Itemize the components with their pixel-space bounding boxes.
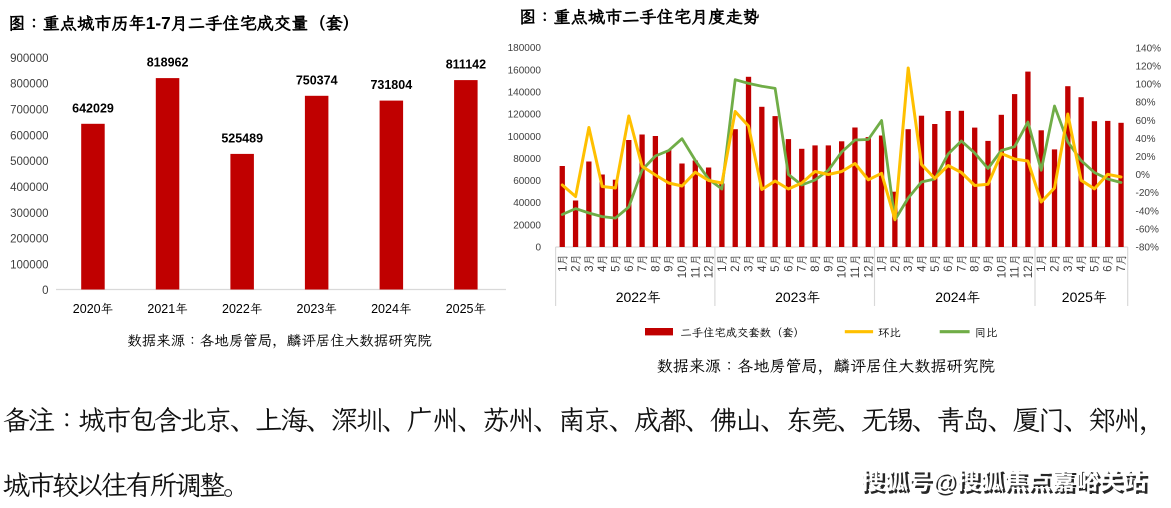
svg-text:2024: 2024 — [371, 302, 399, 316]
svg-text:2: 2 — [1050, 265, 1062, 271]
svg-text:731804: 731804 — [370, 78, 412, 92]
svg-text:5: 5 — [1089, 265, 1101, 271]
svg-text:120%: 120% — [1136, 62, 1162, 73]
svg-text:12: 12 — [863, 266, 875, 279]
svg-text:@: @ — [932, 468, 956, 495]
svg-text:642029: 642029 — [72, 101, 114, 115]
svg-text:3: 3 — [744, 265, 756, 271]
svg-text:9: 9 — [823, 265, 835, 271]
svg-text:9: 9 — [664, 265, 676, 271]
svg-text:1-7: 1-7 — [146, 13, 171, 33]
svg-text:@: @ — [934, 471, 958, 498]
svg-text:6: 6 — [1103, 265, 1115, 271]
svg-text:160000: 160000 — [508, 65, 542, 76]
svg-text:750374: 750374 — [296, 73, 338, 87]
svg-text:6: 6 — [783, 265, 795, 271]
svg-text:1: 1 — [877, 265, 889, 271]
svg-text:300000: 300000 — [10, 208, 48, 220]
svg-text:2023: 2023 — [297, 302, 325, 316]
svg-text:12: 12 — [1023, 266, 1035, 279]
svg-text:8: 8 — [650, 265, 662, 271]
svg-text:700000: 700000 — [10, 105, 48, 117]
svg-text:1: 1 — [557, 265, 569, 271]
svg-text:6: 6 — [624, 265, 636, 271]
svg-text:500000: 500000 — [10, 156, 48, 168]
svg-text:7: 7 — [956, 265, 968, 271]
svg-text:2025: 2025 — [446, 302, 474, 316]
svg-text:5: 5 — [611, 265, 623, 271]
svg-text:8: 8 — [970, 265, 982, 271]
svg-text:3: 3 — [903, 265, 915, 271]
svg-text:9: 9 — [983, 265, 995, 271]
svg-text:80000: 80000 — [513, 154, 541, 165]
svg-text:2021: 2021 — [147, 302, 175, 316]
svg-text:7: 7 — [1116, 265, 1128, 271]
svg-text:10: 10 — [996, 266, 1008, 279]
svg-text:2025: 2025 — [1062, 289, 1093, 305]
svg-text:10: 10 — [677, 266, 689, 279]
svg-text:3: 3 — [584, 265, 596, 271]
svg-text:7: 7 — [637, 265, 649, 271]
svg-text:0: 0 — [42, 285, 48, 297]
svg-text:400000: 400000 — [10, 182, 48, 194]
svg-text:40%: 40% — [1136, 134, 1156, 145]
svg-text:800000: 800000 — [10, 79, 48, 91]
svg-text:200000: 200000 — [10, 234, 48, 246]
svg-text:4: 4 — [1076, 265, 1088, 272]
svg-text:7: 7 — [797, 265, 809, 271]
svg-text:2024: 2024 — [935, 289, 966, 305]
svg-text:1: 1 — [1036, 265, 1048, 271]
svg-text:0%: 0% — [1136, 170, 1151, 181]
svg-text:140000: 140000 — [508, 88, 542, 99]
svg-text:5: 5 — [930, 265, 942, 271]
svg-text:100%: 100% — [1136, 80, 1162, 91]
svg-text:12: 12 — [704, 266, 716, 279]
svg-text:811142: 811142 — [446, 58, 486, 72]
svg-text:2: 2 — [890, 265, 902, 271]
svg-text:20000: 20000 — [513, 220, 541, 231]
svg-text:180000: 180000 — [508, 43, 542, 54]
svg-text:-20%: -20% — [1136, 188, 1159, 199]
svg-text:10: 10 — [837, 266, 849, 279]
svg-text:3: 3 — [1063, 265, 1075, 271]
svg-text:20%: 20% — [1136, 152, 1156, 163]
svg-text:6: 6 — [943, 265, 955, 271]
svg-text:818962: 818962 — [147, 56, 189, 70]
svg-text:2020: 2020 — [73, 302, 101, 316]
svg-text:2022: 2022 — [222, 302, 250, 316]
svg-text:60000: 60000 — [513, 176, 541, 187]
svg-text:120000: 120000 — [508, 110, 542, 121]
svg-text:4: 4 — [917, 265, 929, 272]
svg-text:-80%: -80% — [1136, 243, 1159, 254]
svg-text:100000: 100000 — [10, 259, 48, 271]
svg-text:-60%: -60% — [1136, 224, 1159, 235]
svg-text:8: 8 — [810, 265, 822, 271]
svg-text:80%: 80% — [1136, 98, 1156, 109]
svg-text:1: 1 — [717, 265, 729, 271]
svg-text:525489: 525489 — [221, 131, 263, 145]
svg-text:2022: 2022 — [616, 289, 647, 305]
svg-text:11: 11 — [690, 266, 702, 278]
svg-text:2: 2 — [571, 265, 583, 271]
svg-text:2023: 2023 — [775, 289, 806, 305]
svg-text:100000: 100000 — [508, 132, 542, 143]
svg-text:40000: 40000 — [513, 198, 541, 209]
svg-text:900000: 900000 — [10, 53, 48, 65]
svg-text:60%: 60% — [1136, 116, 1156, 127]
svg-text:4: 4 — [757, 265, 769, 272]
svg-text:2: 2 — [730, 265, 742, 271]
svg-text:140%: 140% — [1136, 43, 1162, 54]
svg-text:0: 0 — [535, 243, 541, 254]
svg-text:4: 4 — [597, 265, 609, 272]
svg-text:11: 11 — [850, 266, 862, 278]
svg-text:5: 5 — [770, 265, 782, 271]
svg-text:-40%: -40% — [1136, 206, 1159, 217]
svg-text:600000: 600000 — [10, 130, 48, 142]
svg-text:11: 11 — [1010, 266, 1022, 278]
